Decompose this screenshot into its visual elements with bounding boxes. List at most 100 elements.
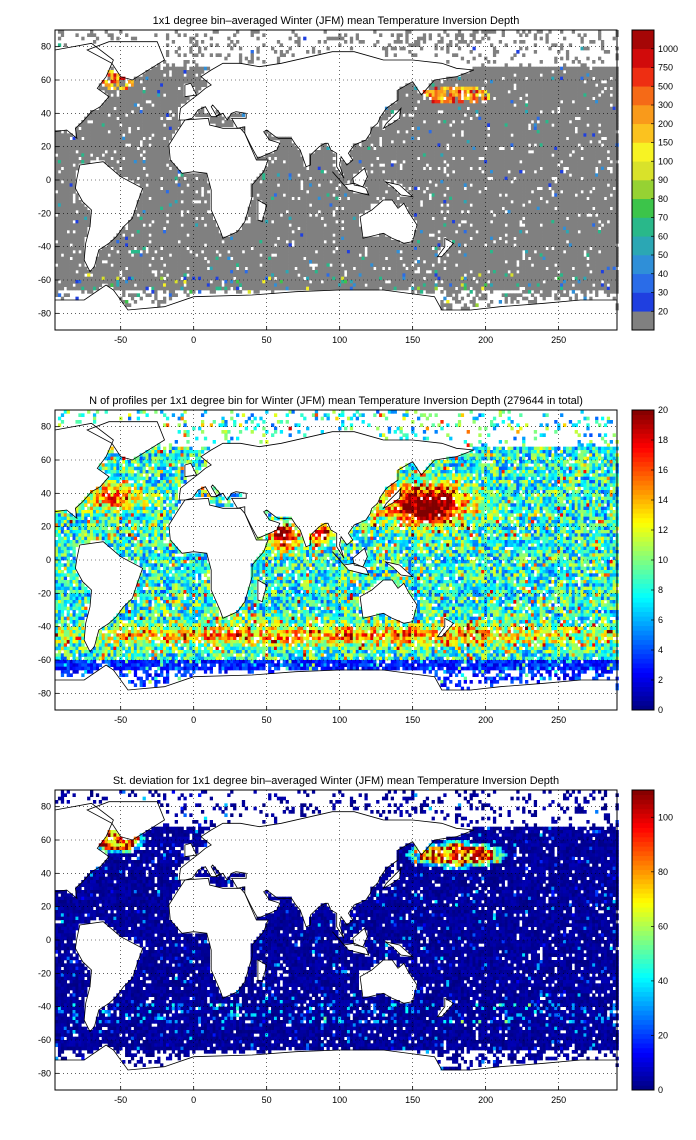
x-tick-label: 50 xyxy=(262,715,272,725)
colorbar-label: 40 xyxy=(658,976,668,986)
colorbar-swatch xyxy=(632,86,654,106)
coastlines xyxy=(54,801,618,1091)
colorbar-swatch xyxy=(632,311,654,331)
x-tick-label: 250 xyxy=(551,335,566,345)
heatmap-chart: 1x1 degree bin–averaged Winter (JFM) mea… xyxy=(38,15,678,345)
colorbar-swatch xyxy=(632,67,654,87)
colorbar-label: 80 xyxy=(658,194,668,204)
y-tick-label: -20 xyxy=(38,588,51,598)
colorbar-label: 100 xyxy=(658,812,673,822)
colorbar-label: 20 xyxy=(658,306,668,316)
colorbar-label: 750 xyxy=(658,63,673,73)
heatmap-chart: St. deviation for 1x1 degree bin–average… xyxy=(38,775,673,1105)
colorbar-swatch xyxy=(632,161,654,181)
colorbar-label: 500 xyxy=(658,81,673,91)
grid xyxy=(55,410,617,710)
colorbar-label: 10 xyxy=(658,555,668,565)
colorbar-label: 90 xyxy=(658,175,668,185)
colorbar-label: 20 xyxy=(658,405,668,415)
y-tick-label: -60 xyxy=(38,655,51,665)
coastlines xyxy=(54,421,618,711)
x-tick-label: -50 xyxy=(114,1095,127,1105)
y-tick-label: -80 xyxy=(38,308,51,318)
grid xyxy=(55,790,617,1090)
x-tick-label: 0 xyxy=(191,715,196,725)
x-tick-label: 200 xyxy=(478,335,493,345)
colorbar-label: 14 xyxy=(658,495,668,505)
x-tick-label: -50 xyxy=(114,715,127,725)
y-tick-label: 20 xyxy=(41,142,51,152)
y-tick-label: -20 xyxy=(38,208,51,218)
heatmap-chart: N of profiles per 1x1 degree bin for Win… xyxy=(38,395,668,725)
colorbar-label: 30 xyxy=(658,288,668,298)
y-tick-label: -80 xyxy=(38,688,51,698)
y-tick-label: -80 xyxy=(38,1068,51,1078)
colorbar xyxy=(631,29,655,331)
colorbar-label: 150 xyxy=(658,138,673,148)
colorbar-swatch xyxy=(632,217,654,237)
colorbar xyxy=(631,409,655,711)
plot-frame xyxy=(54,789,618,1091)
panel-profile-count: N of profiles per 1x1 degree bin for Win… xyxy=(0,390,696,750)
colorbar-label: 20 xyxy=(658,1030,668,1040)
x-tick-label: 50 xyxy=(262,335,272,345)
x-tick-label: 150 xyxy=(405,715,420,725)
colorbar-label: 60 xyxy=(658,921,668,931)
y-tick-label: 0 xyxy=(46,175,51,185)
colorbar-label: 6 xyxy=(658,615,663,625)
x-tick-label: 200 xyxy=(478,715,493,725)
colorbar-swatch xyxy=(632,236,654,256)
colorbar-label: 300 xyxy=(658,100,673,110)
plot-frame xyxy=(54,409,618,711)
x-tick-label: 0 xyxy=(191,335,196,345)
colorbar-label: 70 xyxy=(658,213,668,223)
colorbar-label: 18 xyxy=(658,435,668,445)
x-tick-label: 150 xyxy=(405,1095,420,1105)
y-tick-label: -40 xyxy=(38,622,51,632)
colorbar-swatch xyxy=(632,48,654,68)
y-tick-label: 80 xyxy=(41,42,51,52)
colorbar-label: 200 xyxy=(658,119,673,129)
colorbar-swatch xyxy=(632,292,654,312)
coastlines xyxy=(54,41,618,331)
y-tick-label: 0 xyxy=(46,935,51,945)
panel-mean-depth: 1x1 degree bin–averaged Winter (JFM) mea… xyxy=(0,10,696,370)
colorbar-label: 8 xyxy=(658,585,663,595)
panel-std-deviation: St. deviation for 1x1 degree bin–average… xyxy=(0,770,696,1130)
x-tick-label: 50 xyxy=(262,1095,272,1105)
y-tick-label: -60 xyxy=(38,1035,51,1045)
y-tick-label: 20 xyxy=(41,902,51,912)
heatmap-cells xyxy=(55,30,619,311)
y-tick-label: -40 xyxy=(38,1002,51,1012)
colorbar-label: 16 xyxy=(658,465,668,475)
colorbar xyxy=(631,789,655,1091)
colorbar-swatch xyxy=(632,180,654,200)
y-tick-label: 60 xyxy=(41,455,51,465)
x-tick-label: 250 xyxy=(551,715,566,725)
colorbar-swatch xyxy=(632,123,654,143)
chart-title: St. deviation for 1x1 degree bin–average… xyxy=(113,775,559,787)
colorbar-swatch xyxy=(632,198,654,218)
plot-frame xyxy=(54,29,618,331)
y-tick-label: 60 xyxy=(41,75,51,85)
colorbar-label: 80 xyxy=(658,867,668,877)
colorbar-swatch xyxy=(632,273,654,293)
y-tick-label: 40 xyxy=(41,108,51,118)
y-tick-label: 0 xyxy=(46,555,51,565)
y-tick-label: -60 xyxy=(38,275,51,285)
colorbar-label: 0 xyxy=(658,1085,663,1095)
colorbar-label: 2 xyxy=(658,675,663,685)
x-tick-label: 100 xyxy=(332,715,347,725)
colorbar-swatch xyxy=(632,255,654,275)
chart-title: N of profiles per 1x1 degree bin for Win… xyxy=(89,395,583,407)
heatmap-cells xyxy=(55,790,619,1071)
x-tick-label: 150 xyxy=(405,335,420,345)
colorbar-label: 1000 xyxy=(658,44,678,54)
x-tick-label: 100 xyxy=(332,335,347,345)
colorbar-swatch xyxy=(632,105,654,125)
y-tick-label: 80 xyxy=(41,422,51,432)
y-tick-label: -20 xyxy=(38,968,51,978)
y-tick-label: 80 xyxy=(41,802,51,812)
x-tick-label: 200 xyxy=(478,1095,493,1105)
y-tick-label: -40 xyxy=(38,242,51,252)
